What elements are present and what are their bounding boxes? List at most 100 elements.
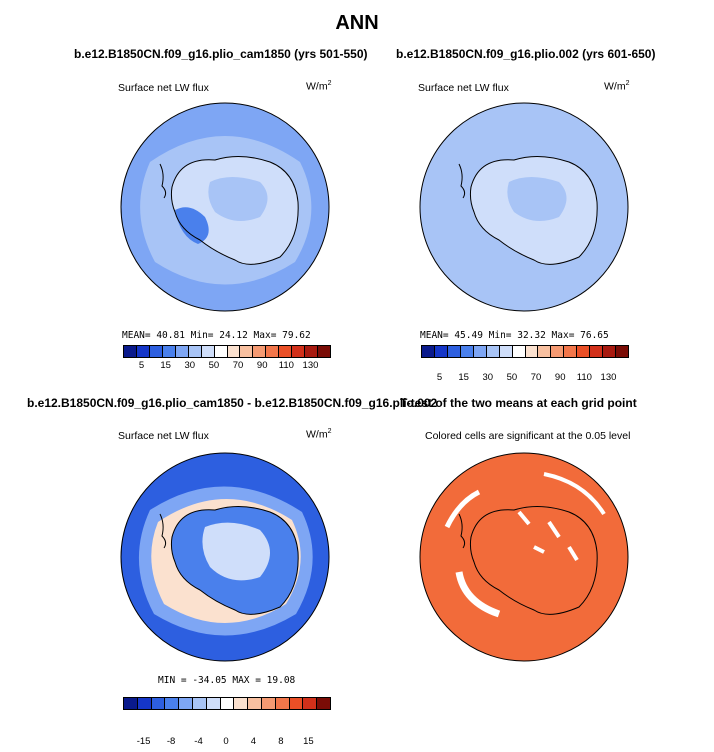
panel2-variable-label: Surface net LW flux [418, 82, 509, 94]
panel4-polar-map [419, 452, 629, 662]
panel2-colorbar-swatch [577, 346, 591, 357]
panel1-weddell-patch [175, 207, 209, 244]
panel2-colorbar-swatch [551, 346, 565, 357]
panel4-subtitle: Colored cells are significant at the 0.0… [425, 430, 631, 442]
panel1-colorbar-swatch [162, 346, 176, 357]
panel2-colorbar-swatch [525, 346, 539, 357]
panel3-colorbar-tick-label: 15 [303, 736, 314, 747]
panel2-case-title: b.e12.B1850CN.f09_g16.plio.002 (yrs 601-… [396, 47, 656, 61]
panel3-colorbar-swatch [124, 698, 138, 709]
panel2-colorbar-swatch [447, 346, 461, 357]
panel3-colorbar-swatch [261, 698, 276, 709]
panel3-colorbar-swatch [248, 698, 262, 709]
panel3-case-title: b.e12.B1850CN.f09_g16.plio_cam1850 - b.e… [27, 396, 438, 410]
panel3-colorbar-swatch [179, 698, 193, 709]
panel2-polar-map [419, 102, 629, 312]
panel2-colorbar-tick-label: 30 [482, 372, 494, 383]
panel3-variable-label: Surface net LW flux [118, 430, 209, 442]
panel1-colorbar-tick-label: 70 [232, 360, 244, 371]
panel1-colorbar-swatch [292, 346, 306, 357]
panel3-interior-patch [202, 522, 270, 581]
panel2-colorbar-tick-label: 130 [600, 372, 617, 383]
panel1-colorbar-swatch [318, 346, 330, 357]
panel1-interior-patch [208, 177, 268, 221]
panel3-colorbar-tick-label: -8 [166, 736, 176, 747]
panel4-peninsula [458, 513, 466, 549]
panel1-colorbar-tick-label: 130 [302, 360, 319, 371]
panel3-colorbar [123, 697, 331, 710]
panel1-colorbar-tick-label: 15 [160, 360, 171, 371]
panel3-colorbar-swatch [234, 698, 249, 709]
panel4-significance-field [419, 452, 629, 662]
panel2-colorbar-ticks: 5 15 30 50 70 90 110 130 [421, 372, 627, 384]
panel3-polar-map [120, 452, 330, 662]
panel2-units-label: W/m2 [604, 80, 630, 93]
panel3-units-label: W/m2 [306, 428, 332, 441]
panel1-colorbar-swatch [305, 346, 319, 357]
panel3-peninsula [159, 513, 167, 549]
panel1-colorbar-swatch [149, 346, 163, 357]
panel4-nonsig-arc-1 [444, 489, 481, 529]
panel2-colorbar-swatch [590, 346, 604, 357]
panel3-colorbar-swatch [137, 698, 152, 709]
panel1-colorbar-swatch [227, 346, 241, 357]
panel2-colorbar-tick-label: 90 [554, 372, 566, 383]
panel2-colorbar-swatch [422, 346, 435, 357]
panel1-colorbar-swatch [136, 346, 150, 357]
panel2-colorbar-swatch [499, 346, 513, 357]
panel3-colorbar-tick-label: -15 [136, 736, 151, 747]
panel1-colorbar-swatch [253, 346, 267, 357]
panel2-colorbar-swatch [473, 346, 487, 357]
panel2-colorbar-swatch [538, 346, 552, 357]
panel1-colorbar-swatch [188, 346, 202, 357]
panel3-colorbar-swatch [151, 698, 166, 709]
panel3-colorbar-swatch [165, 698, 180, 709]
panel3-colorbar-swatch [220, 698, 235, 709]
panel2-colorbar-swatch [564, 346, 578, 357]
panel2-peninsula [458, 163, 466, 199]
panel3-colorbar-swatch [317, 698, 330, 709]
panel1-colorbar-swatch [266, 346, 280, 357]
panel1-colorbar-swatch [124, 346, 137, 357]
panel1-colorbar-swatch [175, 346, 189, 357]
panel1-colorbar-tick-label: 110 [278, 360, 294, 371]
panel2-interior-patch [507, 177, 567, 221]
panel3-coastline [170, 506, 299, 615]
panel2-colorbar-tick-label: 5 [436, 372, 443, 383]
panel4-nonsig-arc-3 [455, 571, 501, 618]
panel3-colorbar-swatch [303, 698, 318, 709]
panel1-colorbar [123, 345, 331, 358]
panel3-colorbar-swatch [206, 698, 221, 709]
panel2-colorbar-swatch [434, 346, 448, 357]
panel1-case-title: b.e12.B1850CN.f09_g16.plio_cam1850 (yrs … [74, 47, 368, 61]
panel2-colorbar-swatch [512, 346, 526, 357]
panel4-coastline [469, 506, 598, 615]
panel1-colorbar-tick-label: 90 [256, 360, 268, 371]
panel1-coastline [170, 156, 299, 265]
panel2-colorbar-tick-label: 110 [576, 372, 592, 383]
panel1-polar-map [120, 102, 330, 312]
panel2-coastline [469, 156, 598, 265]
panel2-colorbar-tick-label: 15 [458, 372, 469, 383]
panel4-case-title: T-test of the two means at each grid poi… [400, 396, 637, 410]
panel3-colorbar-tick-label: 0 [223, 736, 229, 747]
panel1-colorbar-tick-label: 50 [208, 360, 220, 371]
panel4-nonsig-arc-2 [543, 472, 606, 516]
panel2-colorbar-swatch [486, 346, 500, 357]
panel1-units-label: W/m2 [306, 80, 332, 93]
panel1-colorbar-ticks: 5 15 30 50 70 90 110 130 [123, 360, 329, 372]
panel3-colorbar-ticks: -15 -8 -4 0 4 8 15 [123, 736, 329, 748]
panel2-colorbar-swatch [616, 346, 628, 357]
panel1-colorbar-tick-label: 5 [138, 360, 145, 371]
panel3-colorbar-swatch [192, 698, 207, 709]
panel3-colorbar-tick-label: 8 [278, 736, 284, 747]
panel1-colorbar-swatch [201, 346, 215, 357]
panel2-colorbar [421, 345, 629, 358]
panel1-colorbar-tick-label: 30 [184, 360, 196, 371]
panel3-colorbar-tick-label: -4 [194, 736, 203, 747]
panel3-colorbar-swatch [289, 698, 304, 709]
panel1-colorbar-swatch [240, 346, 254, 357]
panel3-colorbar-swatch [275, 698, 290, 709]
panel2-stats: MEAN= 45.49 Min= 32.32 Max= 76.65 [420, 330, 609, 341]
panel2-colorbar-tick-label: 70 [530, 372, 542, 383]
